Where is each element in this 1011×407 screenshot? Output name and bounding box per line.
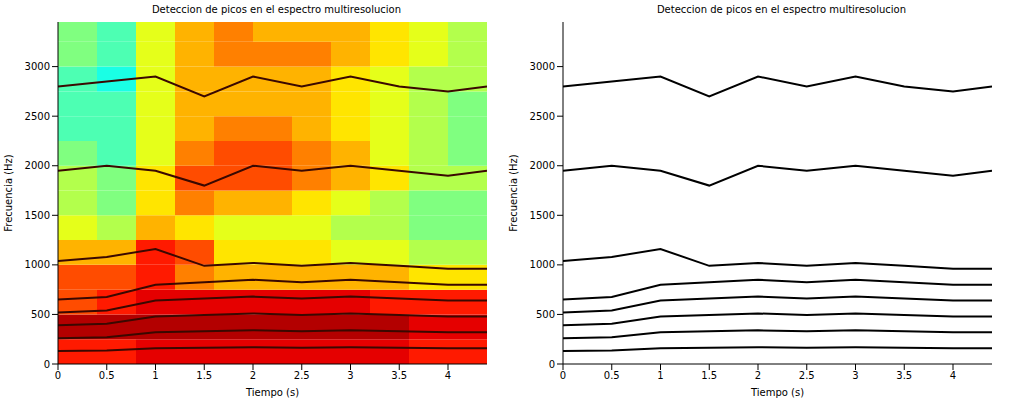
svg-text:2.5: 2.5 (799, 370, 815, 381)
svg-text:2: 2 (250, 370, 256, 381)
html-text:Deteccion de picos en el espec: Deteccion de picos en el espectro multir… (656, 4, 907, 15)
svg-text:4: 4 (445, 370, 451, 381)
svg-text:Frecuencia (Hz): Frecuencia (Hz) (508, 154, 519, 232)
svg-text:1.5: 1.5 (196, 370, 212, 381)
svg-text:1500: 1500 (25, 210, 50, 221)
svg-text:3000: 3000 (25, 61, 50, 72)
svg-text:0.5: 0.5 (604, 370, 620, 381)
svg-text:1000: 1000 (530, 259, 555, 270)
svg-text:1: 1 (657, 370, 663, 381)
svg-text:2.5: 2.5 (294, 370, 310, 381)
svg-text:1.5: 1.5 (701, 370, 717, 381)
svg-text:2500: 2500 (530, 111, 555, 122)
svg-text:Frecuencia (Hz): Frecuencia (Hz) (3, 154, 14, 232)
html-text:Deteccion de picos en el espec: Deteccion de picos en el espectro multir… (151, 4, 402, 15)
svg-text:1500: 1500 (530, 210, 555, 221)
svg-text:2500: 2500 (25, 111, 50, 122)
svg-text:Tiempo (s): Tiempo (s) (245, 387, 299, 398)
svg-text:3.5: 3.5 (391, 370, 407, 381)
svg-text:4: 4 (950, 370, 956, 381)
svg-text:3: 3 (852, 370, 858, 381)
svg-text:0: 0 (55, 370, 61, 381)
svg-text:2000: 2000 (530, 160, 555, 171)
svg-text:2000: 2000 (25, 160, 50, 171)
svg-text:1: 1 (152, 370, 158, 381)
svg-text:0: 0 (44, 359, 50, 370)
svg-text:3: 3 (347, 370, 353, 381)
svg-text:1000: 1000 (25, 259, 50, 270)
svg-text:500: 500 (536, 309, 555, 320)
svg-text:2: 2 (755, 370, 761, 381)
svg-text:0: 0 (549, 359, 555, 370)
svg-text:0.5: 0.5 (99, 370, 115, 381)
svg-text:Tiempo (s): Tiempo (s) (750, 387, 804, 398)
svg-text:3000: 3000 (530, 61, 555, 72)
svg-text:0: 0 (560, 370, 566, 381)
svg-text:500: 500 (31, 309, 50, 320)
svg-text:3.5: 3.5 (896, 370, 912, 381)
